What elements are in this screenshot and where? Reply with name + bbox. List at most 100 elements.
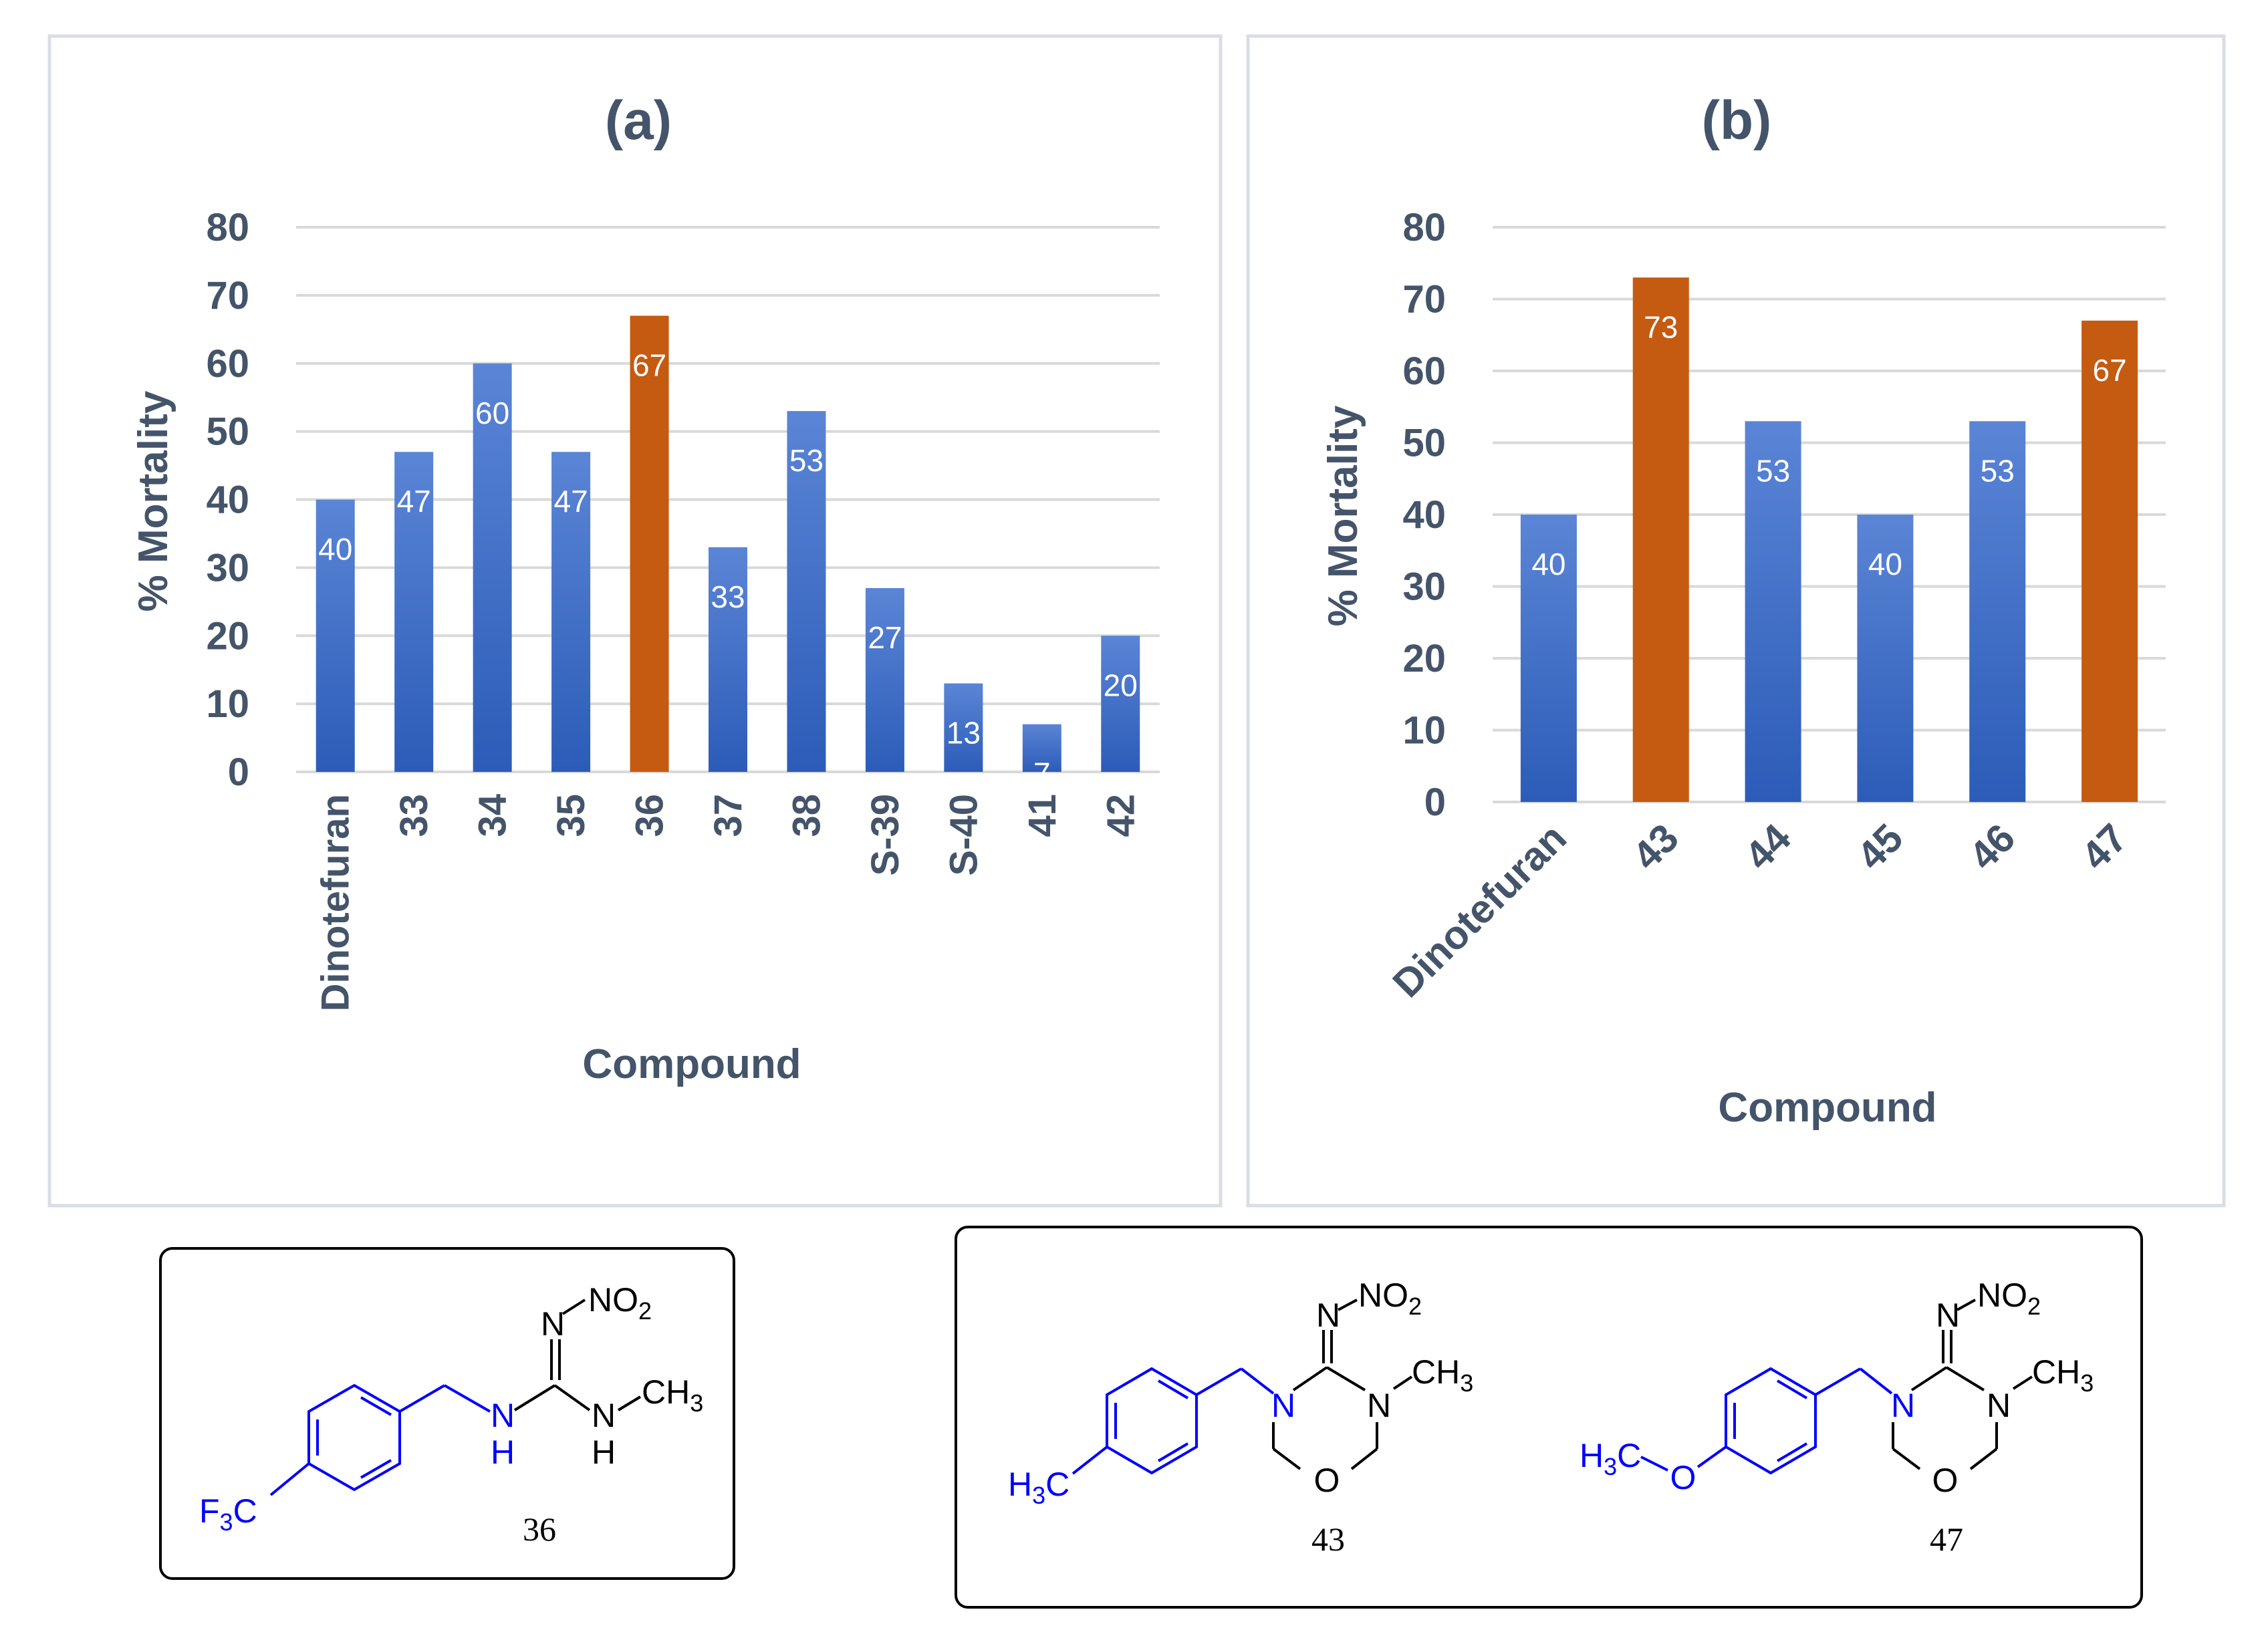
y-tick-label: 50 — [1402, 422, 1446, 465]
x-tick-label: Dinotefuran — [314, 794, 358, 1011]
bar-44 — [1745, 421, 1801, 802]
x-tick-label: S-40 — [942, 794, 985, 876]
x-tick-label: 36 — [628, 794, 672, 837]
bar-Dinotefuran — [1520, 515, 1577, 802]
data-label-34: 60 — [475, 396, 509, 430]
structure-43-number: 43 — [1311, 1520, 1345, 1558]
y-tick-label: 10 — [206, 682, 249, 726]
bar-S-39 — [865, 587, 904, 772]
chart-b-bar-labels: 40 73 53 40 53 67 — [1531, 309, 2126, 581]
structure-47-methyl: CH3 — [2032, 1353, 2094, 1397]
structure-36-number: 36 — [523, 1510, 556, 1548]
y-tick-label: 80 — [1402, 206, 1446, 249]
bar-36 — [630, 315, 669, 772]
structure-43-nitro: NO2 — [1358, 1276, 1422, 1320]
data-label-33: 47 — [397, 484, 431, 519]
data-label-36: 67 — [632, 348, 666, 382]
x-tick-label: 38 — [785, 794, 828, 837]
y-tick-label: 50 — [206, 410, 249, 454]
chart-b-gridlines — [1493, 226, 2166, 803]
data-label-S-40: 13 — [947, 716, 981, 751]
y-tick-label: 30 — [1402, 565, 1446, 609]
data-label-Dinotefuran: 40 — [318, 532, 352, 567]
bar-42 — [1101, 636, 1140, 772]
panel-b-frame — [1246, 34, 2226, 1208]
chart-a-yticks: 0 10 20 30 40 50 60 70 80 — [206, 206, 249, 794]
y-tick-label: 30 — [206, 546, 249, 589]
structure-47-nitro: NO2 — [1977, 1276, 2041, 1320]
structure-box-43-47 — [955, 1226, 2143, 1609]
bar-34 — [473, 363, 512, 772]
chart-b-title: (b) — [1702, 90, 1772, 151]
y-tick-label: 60 — [206, 342, 249, 386]
bar-35 — [551, 452, 591, 772]
chart-b-ylabel: % Mortality — [1320, 405, 1366, 626]
bar-45 — [1857, 515, 1914, 802]
chart-a-ylabel: % Mortality — [130, 390, 176, 612]
structure-36-nh-right-h: H — [592, 1434, 616, 1471]
structure-36-nh-left-h: H — [491, 1434, 515, 1471]
structure-36-bonds — [513, 1299, 642, 1411]
data-label-41: 7 — [1033, 757, 1051, 791]
data-label-37: 33 — [711, 579, 745, 614]
structure-47-ring-bonds — [1892, 1299, 2033, 1470]
data-label-44: 53 — [1756, 453, 1790, 488]
y-tick-label: 20 — [1402, 637, 1446, 680]
structure-36-nitro: NO2 — [588, 1281, 652, 1325]
y-tick-label: 70 — [206, 274, 249, 317]
x-tick-label: 42 — [1099, 794, 1142, 837]
chart-b-xlabel: Compound — [1718, 1085, 1936, 1131]
y-tick-label: 40 — [206, 479, 249, 522]
chart-b-bars — [1520, 277, 2138, 802]
structure-47-number: 47 — [1930, 1520, 1963, 1558]
bar-33 — [394, 452, 434, 772]
x-tick-label: 33 — [392, 794, 436, 837]
y-tick-label: 20 — [206, 614, 249, 658]
structure-47-benzene-ring — [1640, 1367, 1893, 1475]
structure-43-ring-bonds — [1272, 1299, 1413, 1470]
y-tick-label: 0 — [1424, 781, 1446, 824]
y-tick-label: 10 — [1402, 709, 1446, 753]
structure-47-h3c: H3C — [1580, 1437, 1641, 1480]
chart-a-bar-labels: 40 47 60 47 67 33 53 27 13 7 20 — [318, 348, 1138, 791]
data-label-S-39: 27 — [868, 620, 902, 655]
data-label-35: 47 — [554, 484, 588, 519]
structure-43-imine-n: N — [1316, 1297, 1340, 1334]
x-tick-label: 34 — [471, 794, 515, 837]
data-label-43: 73 — [1644, 309, 1678, 344]
data-label-46: 53 — [1981, 453, 2015, 488]
structure-36: N H N H N NO2 CH3 F3C 36 — [199, 1281, 703, 1548]
structure-47-ring-o: O — [1932, 1462, 1959, 1499]
bar-Dinotefuran — [316, 499, 355, 772]
x-tick-label: 35 — [549, 794, 593, 837]
chart-a-xticks: Dinotefuran 33 34 35 36 37 38 S-39 S-40 41 42 — [314, 794, 1143, 1011]
chart-a-xlabel: Compound — [582, 1041, 801, 1087]
bar-46 — [1969, 421, 2026, 802]
y-tick-label: 40 — [1402, 493, 1446, 537]
structure-36-nh-left-n: N — [491, 1397, 515, 1434]
structure-43-ring-n-left: N — [1271, 1387, 1295, 1424]
structure-36-cf3: F3C — [199, 1492, 257, 1536]
chart-b: (b) % Mortality Compound 0 10 20 30 40 50 60 70… — [1320, 90, 2166, 1131]
chart-a-title: (a) — [605, 90, 672, 151]
structure-box-36 — [159, 1247, 735, 1580]
structure-43-methyl: CH3 — [1412, 1353, 1473, 1397]
bar-38 — [787, 411, 826, 772]
y-tick-label: 0 — [228, 751, 249, 794]
y-tick-label: 60 — [1402, 350, 1446, 393]
data-label-42: 20 — [1104, 668, 1138, 702]
structure-47-imine-n: N — [1936, 1297, 1960, 1334]
data-label-Dinotefuran: 40 — [1531, 547, 1565, 581]
y-tick-label: 80 — [206, 206, 249, 249]
x-tick-label: 37 — [707, 794, 750, 837]
x-tick-label: S-39 — [864, 794, 907, 876]
structure-47-ring-n-left: N — [1891, 1387, 1915, 1424]
bar-47 — [2082, 320, 2138, 802]
structure-43-benzene-ring — [1072, 1367, 1275, 1475]
structure-36-nh-right-n: N — [592, 1397, 616, 1434]
structure-43: N N O N NO2 CH3 H3C 43 — [1008, 1276, 1473, 1558]
structure-36-benzene-ring — [269, 1383, 491, 1496]
x-tick-label: 41 — [1021, 794, 1064, 837]
bar-43 — [1632, 277, 1689, 802]
